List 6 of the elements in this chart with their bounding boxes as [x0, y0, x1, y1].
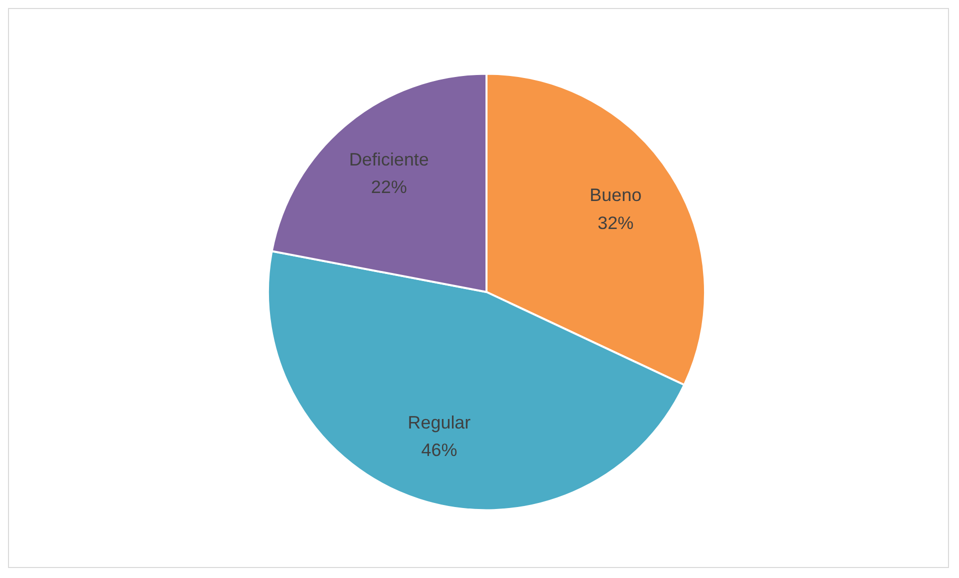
slice-label: Bueno — [590, 185, 642, 206]
data-label: 22% — [371, 177, 407, 198]
slice-label: Regular — [408, 412, 471, 432]
slice-label: Deficiente — [349, 149, 429, 170]
data-label: 46% — [421, 440, 458, 460]
data-label: 32% — [598, 213, 634, 234]
